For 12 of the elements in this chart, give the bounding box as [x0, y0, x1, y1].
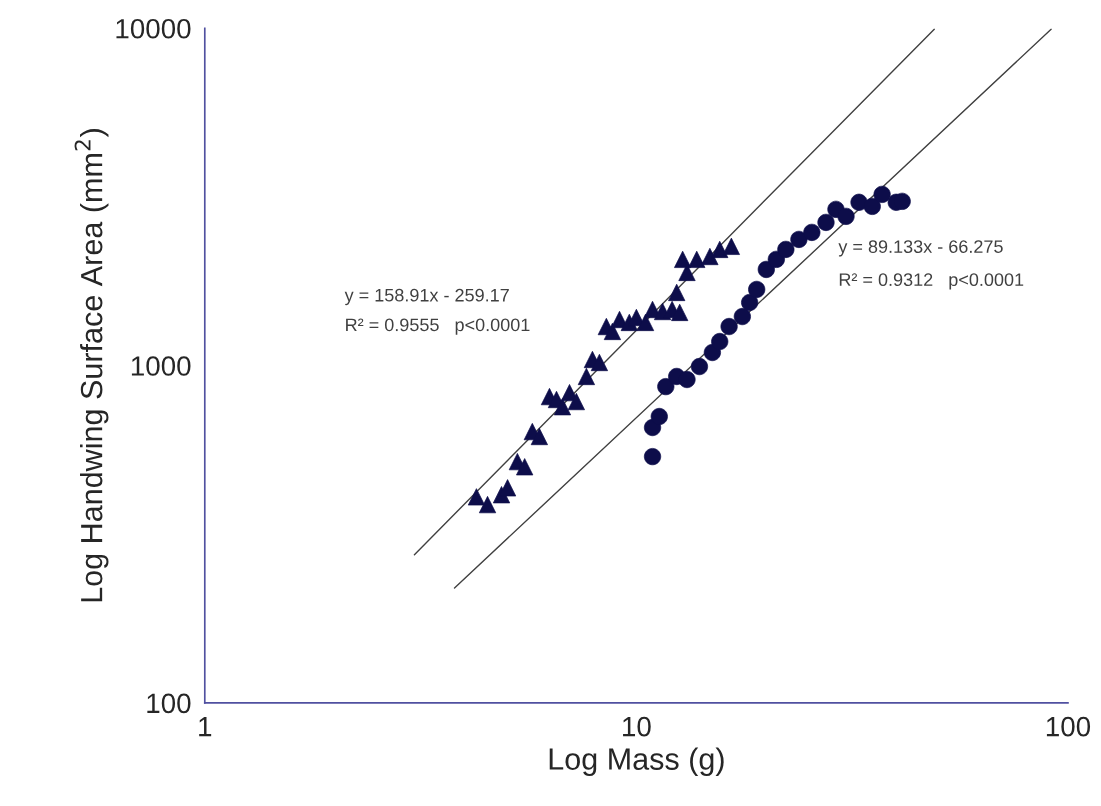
annotation: R² = 0.9555 p<0.0001	[346, 318, 530, 335]
y-tick-label: 10000	[116, 18, 191, 39]
annotation: y = 89.133x - 66.275	[838, 240, 1003, 257]
annotation: y = 158.91x - 259.17	[344, 288, 509, 306]
x-tick-label: 1	[199, 717, 212, 737]
x-tick-label: 100	[1046, 716, 1091, 737]
x-tick-label: 10	[623, 716, 651, 737]
annotation: R² = 0.9312 p<0.0001	[839, 273, 1024, 290]
y-tick-label: 1000	[131, 356, 191, 376]
x-axis-title: Log Mass (g)	[549, 747, 724, 776]
y-tick-label: 100	[147, 693, 191, 714]
y-axis-title: Log Handwing Surface Area (mm$^{2}$)	[74, 129, 109, 602]
